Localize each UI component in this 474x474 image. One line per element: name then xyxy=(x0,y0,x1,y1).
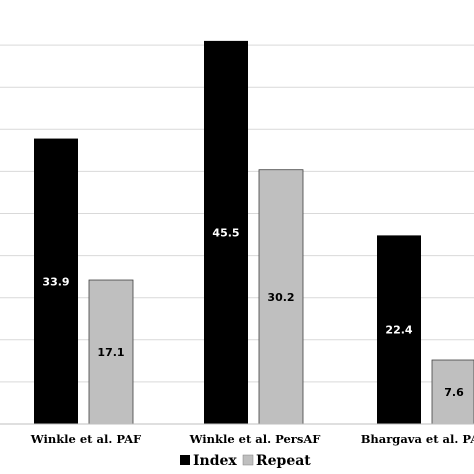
category-label: Winkle et al. PersAF xyxy=(189,432,322,446)
category-labels: Winkle et al. PAF Winkle et al. PersAF B… xyxy=(30,432,474,446)
bar-index xyxy=(204,40,248,424)
legend-label-repeat: Repeat xyxy=(256,453,311,469)
legend-label-index: Index xyxy=(193,453,237,469)
data-label: 17.1 xyxy=(97,346,124,359)
data-label: 33.9 xyxy=(42,275,69,288)
legend-swatch-index xyxy=(180,455,190,465)
bar-repeat xyxy=(88,279,134,425)
bar-index xyxy=(377,235,421,424)
category-label: Winkle et al. PAF xyxy=(30,432,142,446)
data-label: 22.4 xyxy=(385,324,412,337)
category-label: Bhargava et al. PAF xyxy=(361,432,474,446)
bar-repeat xyxy=(258,169,304,425)
bars xyxy=(34,40,474,425)
legend-swatch-repeat xyxy=(242,454,254,466)
bar-index xyxy=(34,138,78,424)
data-label: 7.6 xyxy=(444,386,464,399)
legend: Index Repeat xyxy=(180,453,311,469)
data-label: 45.5 xyxy=(212,226,239,239)
value-labels: 33.9 17.1 45.5 30.2 22.4 7.6 xyxy=(42,226,464,399)
data-label: 30.2 xyxy=(267,291,294,304)
